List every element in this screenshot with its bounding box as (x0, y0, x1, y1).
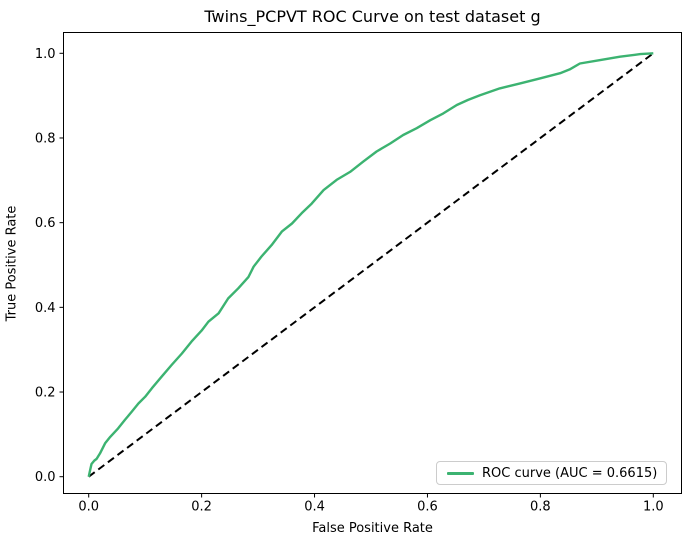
y-tick-label: 0.0 (35, 470, 56, 485)
x-tick-label: 1.0 (643, 500, 664, 515)
y-tick-label: 0.2 (35, 386, 56, 401)
y-tick-label: 0.4 (35, 301, 56, 316)
x-tick-label: 0.4 (304, 500, 325, 515)
y-tick-label: 1.0 (35, 47, 56, 62)
x-tick-label: 0.2 (191, 500, 212, 515)
y-tick-label: 0.8 (35, 131, 56, 146)
x-tick-label: 0.0 (78, 500, 99, 515)
y-tick-label: 0.6 (35, 216, 56, 231)
x-tick-label: 0.8 (530, 500, 551, 515)
legend-box: ROC curve (AUC = 0.6615) (436, 461, 668, 485)
legend-line-swatch (447, 471, 474, 475)
plot-frame (63, 32, 682, 494)
x-tick-label: 0.6 (417, 500, 438, 515)
legend-label: ROC curve (AUC = 0.6615) (482, 465, 658, 481)
chart-title: Twins_PCPVT ROC Curve on test dataset g (204, 7, 541, 26)
x-axis-label: False Positive Rate (312, 521, 433, 536)
y-axis-label: True Positive Rate (4, 205, 20, 322)
roc-curve-line (87, 52, 654, 477)
chance-diagonal-line (88, 52, 654, 478)
